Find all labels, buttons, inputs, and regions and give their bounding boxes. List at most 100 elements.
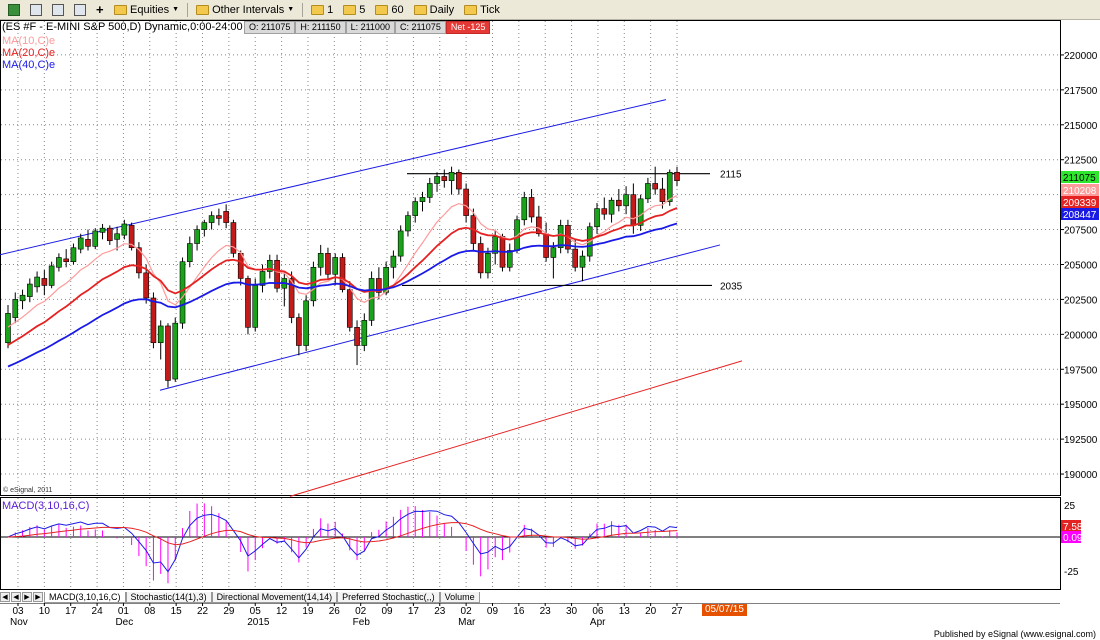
candle-body <box>550 247 557 258</box>
price-badge <box>1061 171 1099 183</box>
tab-scroll-first-icon[interactable]: ◀ <box>0 592 10 602</box>
toolbar: + Equities ▼ Other Intervals ▼ 1 5 60 Dail… <box>0 0 1100 20</box>
candle-body <box>201 222 208 230</box>
chart-type-icon[interactable] <box>4 2 24 18</box>
candle-body <box>332 257 339 275</box>
day-tick-label: 10 <box>39 606 51 617</box>
folder-icon <box>413 4 427 15</box>
candle-body <box>456 171 462 190</box>
properties-icon[interactable] <box>48 2 68 18</box>
tab-macd[interactable]: MACD(3,10,16,C) <box>44 591 126 603</box>
folder-icon <box>343 4 357 15</box>
month-label: Nov <box>10 617 28 628</box>
candle-body <box>310 266 317 302</box>
price-panel-border <box>0 20 1061 496</box>
month-label: 2015 <box>247 617 270 628</box>
tab-scroll-prev-icon[interactable]: ◀ <box>11 592 21 602</box>
day-tick-label: 23 <box>540 606 552 617</box>
candle-body <box>376 278 382 293</box>
candles <box>5 166 680 388</box>
day-tick-label: 02 <box>355 606 367 617</box>
candle-body <box>128 225 135 249</box>
other-intervals-menu[interactable]: Other Intervals ▼ <box>192 2 298 18</box>
tab-directional-movement[interactable]: Directional Movement(14,14) <box>211 591 338 603</box>
candle-body <box>48 265 55 286</box>
candle-body <box>317 253 324 268</box>
interval-tick-button[interactable]: Tick <box>460 2 504 18</box>
macd-badge-label: 7.58 <box>1063 522 1083 533</box>
day-tick-label: 27 <box>671 606 683 617</box>
day-tick-label: 30 <box>566 606 578 617</box>
price-grid <box>1 21 1060 589</box>
day-tick-label: 26 <box>329 606 341 617</box>
price-tick-label: 202500 <box>1064 295 1098 306</box>
price-badge-label: 209339 <box>1063 198 1097 209</box>
macd-signal-line <box>7 522 678 546</box>
candle-body <box>623 194 629 207</box>
ma20-label[interactable]: MA(20,C)e <box>2 47 56 59</box>
tools-icon[interactable] <box>70 2 90 18</box>
candle-body <box>637 198 644 226</box>
candle-body <box>325 253 331 275</box>
candle-body <box>608 199 615 215</box>
candle-body <box>136 247 142 274</box>
level-lines: 2115 2035 <box>402 170 743 292</box>
day-tick-label: 17 <box>65 606 77 617</box>
tab-preferred-stochastic[interactable]: Preferred Stochastic(,,) <box>337 591 440 603</box>
price-tick-label: 215000 <box>1064 121 1098 132</box>
interval-5-button[interactable]: 5 <box>339 2 369 18</box>
interval-1-button[interactable]: 1 <box>307 2 337 18</box>
day-tick-label: 08 <box>144 606 156 617</box>
candle-body <box>12 299 19 318</box>
candle-body <box>259 271 266 286</box>
candle-body <box>630 194 637 226</box>
candle-body <box>528 197 535 218</box>
candle-body <box>114 233 120 240</box>
interval-daily-button[interactable]: Daily <box>410 2 458 18</box>
month-label: Dec <box>115 617 133 628</box>
folder-icon <box>464 4 478 15</box>
macd-badge <box>1061 520 1081 532</box>
interval-60-button[interactable]: 60 <box>371 2 407 18</box>
tab-stochastic[interactable]: Stochastic(14(1),3) <box>125 591 212 603</box>
day-tick-label: 05 <box>250 606 262 617</box>
price-axis: 2200002175002150002125002100002075002050… <box>1060 51 1098 481</box>
ma10-label[interactable]: MA(10,C)e <box>2 35 56 47</box>
equities-menu[interactable]: Equities ▼ <box>110 2 183 18</box>
day-tick-label: 03 <box>12 606 24 617</box>
tab-volume[interactable]: Volume <box>439 591 480 603</box>
close-value: C: 211075 <box>394 21 446 34</box>
tab-scroll-last-icon[interactable]: ▶ <box>33 592 43 602</box>
candle-body <box>63 258 69 262</box>
folder-icon <box>375 4 389 15</box>
panel-frame <box>0 20 1061 590</box>
symbol-title: (ES #F - E-MINI S&P 500,D) Dynamic,0:00-… <box>2 21 258 33</box>
candle-body <box>448 171 455 181</box>
candle-body <box>674 171 680 181</box>
candle-body <box>536 216 542 235</box>
price-tick-label: 200000 <box>1064 330 1098 341</box>
other-intervals-label: Other Intervals <box>212 3 285 16</box>
candle-body <box>354 327 360 346</box>
candle-body <box>666 171 673 202</box>
net-change-badge: Net -125 <box>445 21 491 34</box>
interval-label: Tick <box>480 3 500 16</box>
candle-body <box>492 236 499 254</box>
day-tick-label: 17 <box>408 606 420 617</box>
link-icon[interactable] <box>26 2 46 18</box>
tab-scroll-next-icon[interactable]: ▶ <box>22 592 32 602</box>
add-icon[interactable]: + <box>96 2 104 17</box>
candle-body <box>405 215 411 232</box>
day-tick-label: 12 <box>276 606 288 617</box>
candle-body <box>579 255 586 268</box>
candle-body <box>506 250 513 268</box>
candle-body <box>172 322 179 380</box>
ma40-label[interactable]: MA(40,C)e <box>2 59 56 71</box>
macd-label[interactable]: MACD(3,10,16,C) <box>2 500 90 512</box>
price-badge-label: 211075 <box>1063 173 1096 184</box>
candle-body <box>41 278 48 286</box>
candle-body <box>572 248 578 268</box>
candle-body <box>150 297 157 344</box>
candle-body <box>77 237 84 250</box>
